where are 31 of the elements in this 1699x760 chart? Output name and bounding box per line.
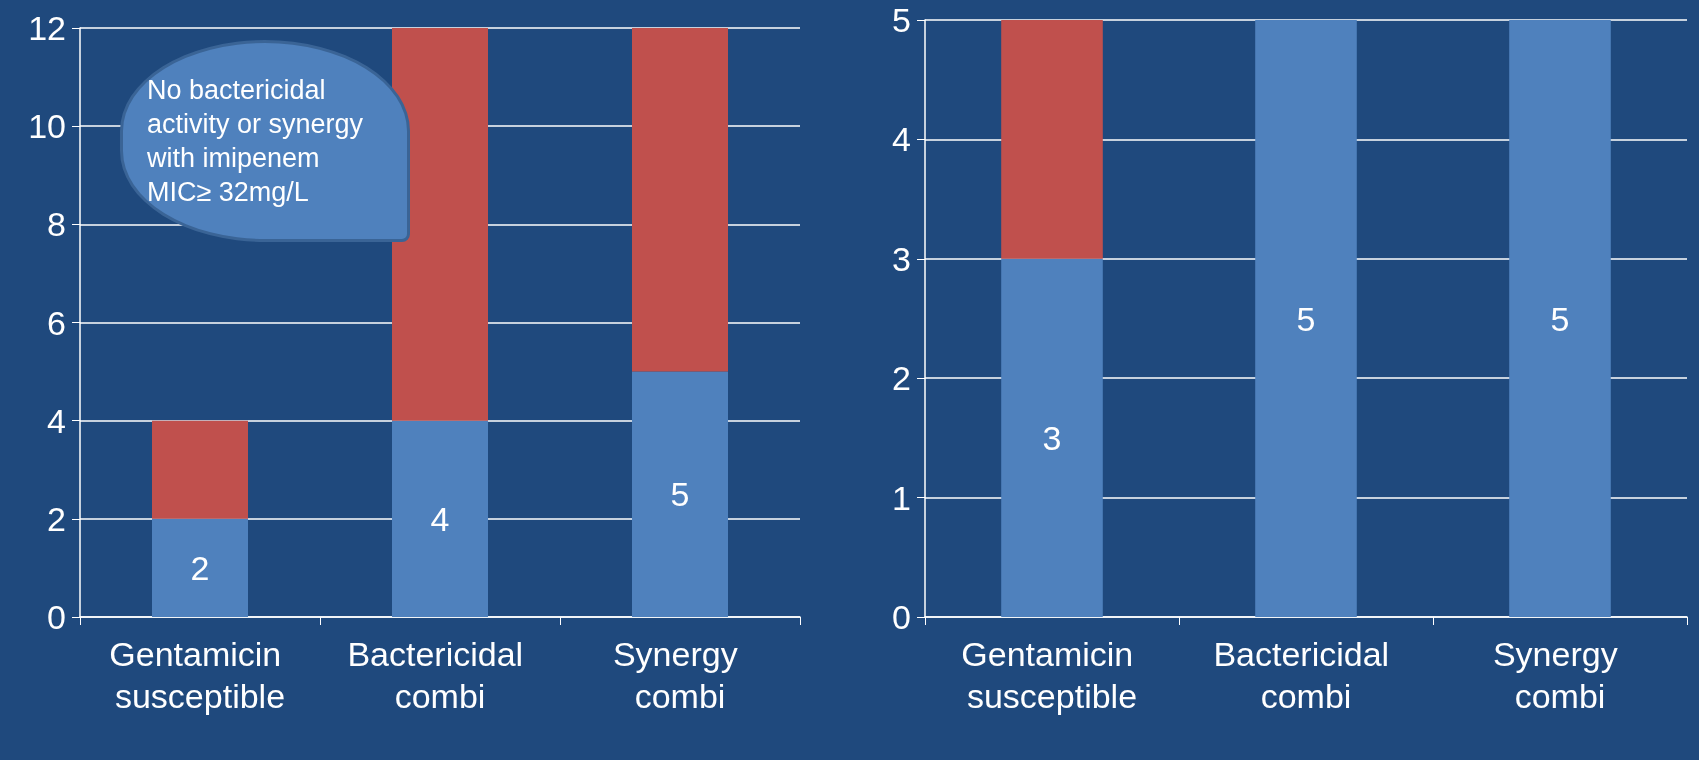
- data-label: 2: [190, 548, 210, 587]
- y-tick-label: 6: [47, 303, 66, 342]
- data-label: 5: [1550, 299, 1570, 338]
- data-label: 3: [1042, 418, 1062, 457]
- bar: [632, 371, 728, 617]
- y-tick-label: 2: [47, 499, 66, 538]
- y-tick-label: 12: [28, 9, 66, 47]
- y-tick-label: 4: [47, 401, 66, 440]
- bar: [392, 28, 488, 421]
- bar: [392, 420, 488, 617]
- y-tick-label: 0: [892, 598, 911, 636]
- y-tick-label: 3: [892, 239, 911, 278]
- bar: [152, 518, 248, 617]
- bar: [632, 28, 728, 372]
- x-tick-label: Bactericidal combi: [347, 635, 533, 715]
- x-tick-label: Bactericidal combi: [1213, 635, 1399, 715]
- y-tick-label: 4: [892, 120, 911, 159]
- y-tick-label: 0: [47, 598, 66, 636]
- y-tick-label: 2: [892, 359, 911, 398]
- y-tick-label: 8: [47, 205, 66, 244]
- y-tick-label: 1: [892, 478, 911, 517]
- y-tick-label: 10: [28, 107, 66, 146]
- x-tick-label: Synergy combi: [612, 635, 748, 715]
- data-label: 5: [670, 475, 690, 514]
- y-tick-label: 5: [892, 1, 911, 39]
- x-tick-label: Gentamicin susceptible: [109, 635, 291, 715]
- data-label: 4: [430, 499, 450, 538]
- x-tick-label: Gentamicin susceptible: [961, 635, 1143, 715]
- x-tick-label: Synergy combi: [1492, 635, 1628, 715]
- data-label: 5: [1296, 299, 1316, 338]
- bar: [152, 420, 248, 519]
